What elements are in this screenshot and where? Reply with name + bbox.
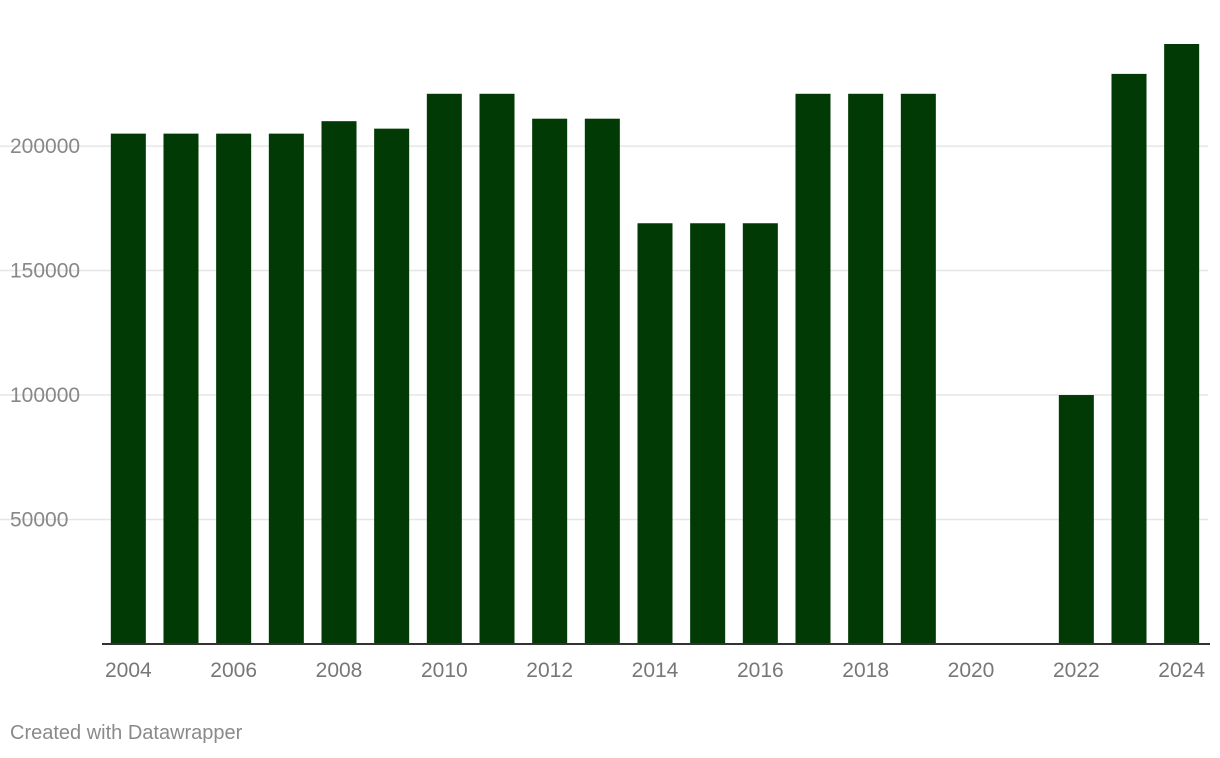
bar-2010 <box>426 93 462 645</box>
bar-2012 <box>532 118 568 644</box>
bar-2004 <box>110 133 146 644</box>
x-tick-label: 2006 <box>210 659 257 682</box>
bar-2015 <box>690 223 726 644</box>
bar-2017 <box>795 93 831 645</box>
x-tick-label: 2010 <box>421 659 468 682</box>
bar-2007 <box>268 133 304 644</box>
y-tick-label: 150000 <box>10 260 80 283</box>
y-tick-label: 50000 <box>10 509 68 532</box>
bars <box>110 44 1200 645</box>
x-tick-label: 2022 <box>1053 659 1100 682</box>
bar-2008 <box>321 121 357 645</box>
x-tick-label: 2016 <box>737 659 784 682</box>
bar-2013 <box>584 118 620 644</box>
x-tick-label: 2020 <box>948 659 995 682</box>
bar-2023 <box>1111 73 1147 644</box>
bar-2016 <box>742 223 778 644</box>
x-tick-label: 2012 <box>526 659 573 682</box>
bar-2019 <box>900 93 936 645</box>
bar-2014 <box>637 223 673 644</box>
bar-2024 <box>1164 44 1200 644</box>
bar-2006 <box>216 133 252 644</box>
y-tick-label: 100000 <box>10 384 80 407</box>
bar-2018 <box>848 93 884 645</box>
x-tick-label: 2018 <box>842 659 889 682</box>
y-tick-label: 200000 <box>10 135 80 158</box>
x-tick-labels: 2004 2006 2008 2010 2012 2014 2016 2018 2020 2022… <box>105 659 1205 682</box>
x-tick-label: 2024 <box>1158 659 1205 682</box>
x-tick-label: 2008 <box>316 659 363 682</box>
bar-2011 <box>479 93 515 645</box>
bar-2009 <box>374 128 410 644</box>
bar-2022 <box>1058 395 1094 644</box>
y-tick-labels: 50000 100000 150000 200000 <box>10 135 80 531</box>
chart-canvas: 50000 100000 150000 200000 2004 2006 2008 2010… <box>0 44 1210 682</box>
bar-2005 <box>163 133 199 644</box>
footer-credit: Created with Datawrapper <box>10 722 243 744</box>
x-tick-label: 2014 <box>632 659 679 682</box>
x-tick-label: 2004 <box>105 659 152 682</box>
